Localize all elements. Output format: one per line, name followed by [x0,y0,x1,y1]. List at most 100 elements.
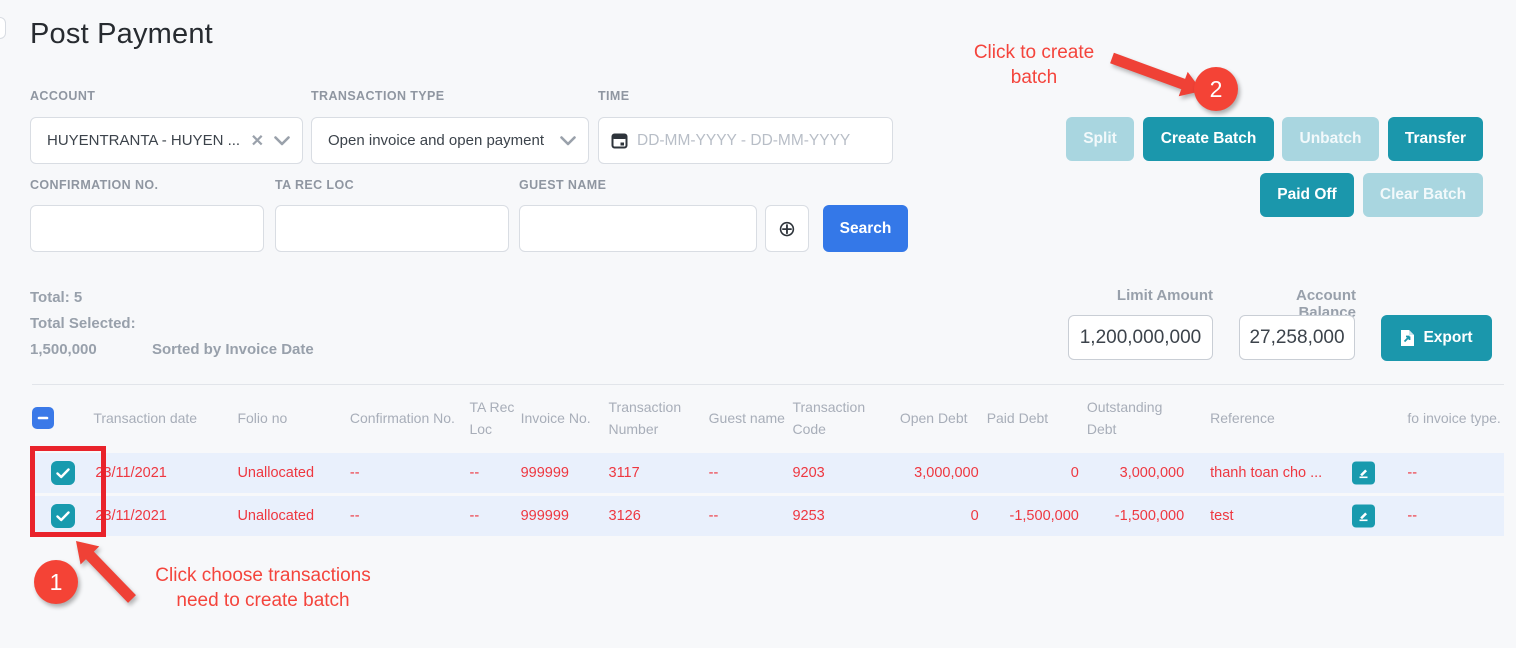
cell-folio-no: Unallocated [237,465,315,481]
transaction-type-select[interactable]: Open invoice and open payment [311,117,589,164]
confirmation-no-field [30,205,264,252]
sorted-by-text: Sorted by Invoice Date [152,341,314,358]
calendar-icon [611,132,628,149]
col-ta-rec-loc: TA Rec Loc [469,398,515,437]
transactions-table: Transaction date Folio no Confirmation N… [32,384,1504,539]
col-invoice-no: Invoice No. [520,409,591,426]
total-count: Total: 5 [30,289,83,306]
cell-guest-name: -- [708,508,719,524]
cell-paid-debt: 0 [1070,465,1079,481]
total-selected-label: Total Selected: [30,315,136,332]
annotation-step1-text: Click choose transactions need to create… [155,565,371,611]
edit-reference-button[interactable] [1352,461,1376,485]
cell-reference: thanh toan cho ... [1210,465,1323,481]
account-select[interactable]: HUYENTRANTA - HUYEN ... ✕ [30,117,303,164]
chevron-down-icon [560,135,576,146]
arrow-to-checkboxes [76,541,136,603]
transaction-type-label: TRANSACTION TYPE [311,89,445,103]
cell-open-debt: 3,000,000 [914,465,979,481]
total-selected-value: 1,500,000 [30,341,97,358]
cell-confirmation-no: -- [349,465,360,481]
cell-fo-invoice-type: -- [1407,465,1418,481]
minus-icon [37,416,49,419]
arrow-to-create-batch [1110,52,1202,97]
col-reference: Reference [1210,409,1275,426]
col-transaction-number: Transaction Number [608,398,682,437]
pencil-icon [1359,469,1368,479]
cell-reference: test [1210,508,1234,524]
table-top-border [32,384,1504,385]
confirmation-no-input[interactable] [31,206,263,251]
export-button[interactable]: Export [1381,315,1492,361]
transaction-type-value: Open invoice and open payment [328,132,544,149]
pencil-icon [1359,512,1368,522]
time-label: TIME [598,89,630,103]
edit-reference-button[interactable] [1352,504,1376,528]
chevron-down-icon [274,135,290,146]
create-batch-button[interactable]: Create Batch [1143,117,1274,161]
cell-invoice-no: 999999 [520,508,569,524]
ta-rec-loc-field [275,205,509,252]
account-label: ACCOUNT [30,89,96,103]
time-range-field[interactable] [598,117,893,164]
cell-transaction-code: 9203 [792,465,825,481]
select-all-checkbox[interactable] [32,406,54,429]
export-file-icon [1400,329,1415,347]
cell-transaction-date: 23/11/2021 [95,465,167,481]
cell-fo-invoice-type: -- [1407,508,1418,524]
cell-folio-no: Unallocated [237,508,315,524]
cell-ta-rec-loc: -- [469,508,480,524]
transfer-button[interactable]: Transfer [1388,117,1483,161]
cell-paid-debt: -1,500,000 [1009,508,1079,524]
limit-amount-value: 1,200,000,000 [1068,315,1213,360]
plus-circle-icon: ⊕ [777,215,797,241]
table-row[interactable]: 23/11/2021 Unallocated -- -- 999999 3117… [32,453,1504,493]
table-row[interactable]: 23/11/2021 Unallocated -- -- 999999 3126… [32,496,1504,536]
annotation-step1-badge: 1 [34,560,78,604]
page-title: Post Payment [30,18,213,50]
cell-open-debt: 0 [970,508,979,524]
col-outstanding-debt: Outstanding Debt [1086,398,1163,437]
col-folio-no: Folio no [237,409,288,426]
annotation-step2-badge: 2 [1194,67,1238,111]
cell-transaction-number: 3117 [608,465,640,481]
col-transaction-code: Transaction Code [792,398,866,437]
cell-confirmation-no: -- [349,508,360,524]
unbatch-button[interactable]: Unbatch [1282,117,1379,161]
cell-outstanding-debt: -1,500,000 [1114,508,1185,524]
account-balance-value: 27,258,000 [1239,315,1355,360]
col-transaction-date: Transaction date [93,409,198,426]
ta-rec-loc-input[interactable] [276,206,508,251]
col-confirmation-no: Confirmation No. [349,409,455,426]
clear-account-icon[interactable]: ✕ [250,132,264,150]
cell-transaction-number: 3126 [608,508,641,524]
check-icon [55,510,70,521]
split-button[interactable]: Split [1066,117,1134,161]
row-checkbox[interactable] [50,504,75,528]
annotation-step2-text: Click to create batch [973,42,1095,88]
sidebar-edge-chip [0,17,6,39]
ta-rec-loc-label: TA REC LOC [275,178,354,192]
cell-transaction-date: 23/11/2021 [95,508,167,524]
confirmation-no-label: CONFIRMATION NO. [30,178,159,192]
search-button[interactable]: Search [823,205,908,252]
guest-name-label: GUEST NAME [519,178,607,192]
cell-invoice-no: 999999 [520,465,569,481]
time-range-input[interactable] [637,118,880,163]
col-open-debt: Open Debt [899,409,968,426]
guest-name-input[interactable] [520,206,756,251]
row-checkbox[interactable] [50,461,75,485]
cell-ta-rec-loc: -- [469,465,480,481]
clear-batch-button[interactable]: Clear Batch [1363,173,1483,217]
col-paid-debt: Paid Debt [986,409,1049,426]
cell-outstanding-debt: 3,000,000 [1119,465,1185,481]
paid-off-button[interactable]: Paid Off [1260,173,1354,217]
cell-guest-name: -- [708,465,719,481]
export-button-label: Export [1423,329,1473,346]
account-select-value: HUYENTRANTA - HUYEN ... [47,132,241,149]
add-filter-button[interactable]: ⊕ [765,205,809,252]
cell-transaction-code: 9253 [792,508,825,524]
table-header-row: Transaction date Folio no Confirmation N… [32,387,1504,450]
limit-amount-label: Limit Amount [1116,287,1213,304]
